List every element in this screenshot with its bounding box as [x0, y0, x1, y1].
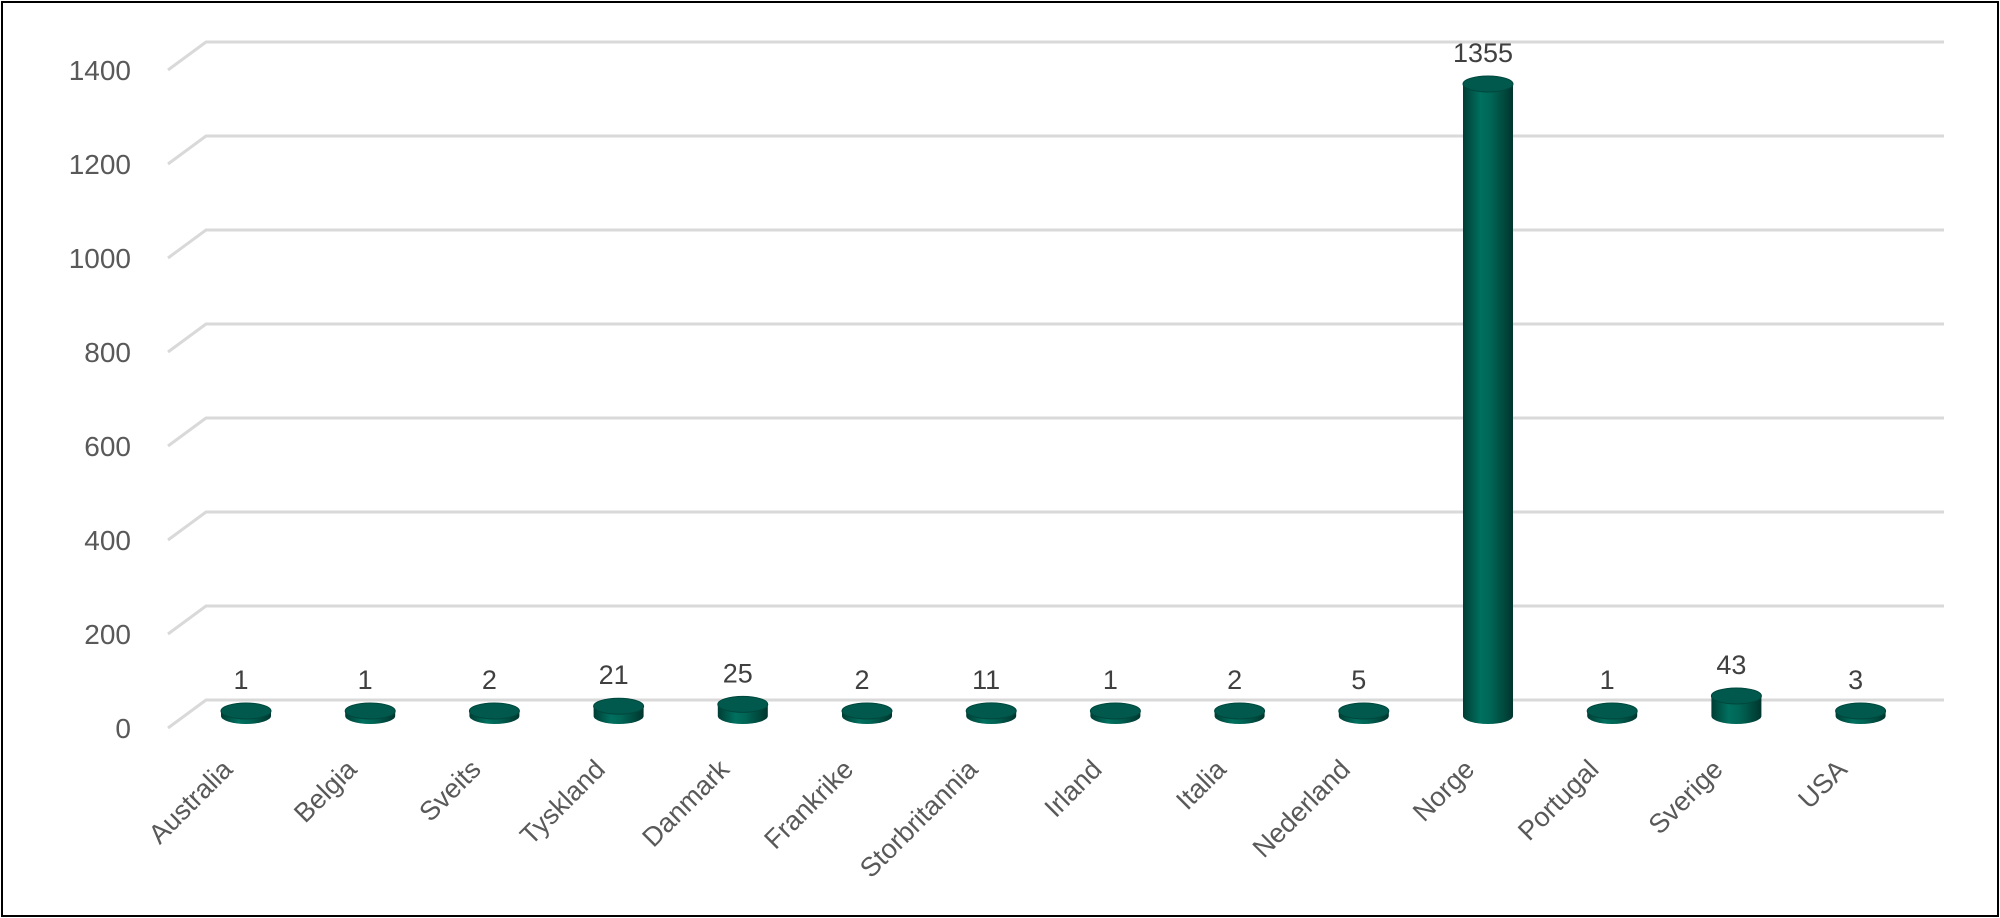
y-tick-label: 0 — [115, 713, 131, 744]
bar — [593, 697, 645, 724]
bar — [1089, 702, 1141, 724]
bar — [1710, 687, 1762, 724]
bar — [1586, 702, 1638, 724]
category-label: Tyskland — [514, 754, 611, 851]
y-tick-label: 600 — [84, 431, 131, 462]
bar-top — [1089, 702, 1141, 720]
data-label: 1 — [358, 665, 373, 695]
category-label: Storbritannia — [854, 753, 984, 883]
data-label: 1 — [1600, 665, 1615, 695]
data-label: 2 — [1227, 665, 1242, 695]
gridline — [167, 40, 1944, 72]
gridlines — [167, 40, 1944, 730]
data-label: 5 — [1351, 665, 1366, 695]
category-label: Irland — [1039, 754, 1108, 823]
data-label: 1 — [233, 665, 248, 695]
bar — [1214, 702, 1266, 724]
bars — [220, 75, 1887, 724]
data-label: 2 — [854, 665, 869, 695]
bar-top — [1586, 702, 1638, 720]
category-label: Sveits — [413, 754, 486, 827]
bar — [1338, 702, 1390, 724]
category-label: Danmark — [636, 754, 735, 853]
gridline — [167, 134, 1944, 166]
bar-top — [965, 702, 1017, 720]
data-label: 25 — [723, 658, 753, 688]
category-label: Belgia — [288, 753, 363, 828]
gridline — [167, 698, 1944, 730]
gridline — [167, 604, 1944, 636]
bar-top — [593, 697, 645, 715]
y-tick-label: 400 — [84, 525, 131, 556]
y-tick-label: 1400 — [69, 55, 131, 86]
data-label: 11 — [972, 665, 1000, 695]
y-axis-tick-labels: 0 200 400 600 800 1000 1200 1400 — [69, 55, 131, 744]
bar-top — [468, 702, 520, 720]
bar — [1462, 75, 1514, 724]
bar — [468, 702, 520, 724]
bar-top — [1710, 687, 1762, 705]
category-label: Portugal — [1512, 754, 1604, 846]
bar-top — [1462, 75, 1514, 93]
bar-top — [1214, 702, 1266, 720]
category-label: Sverige — [1643, 754, 1729, 840]
gridline — [167, 322, 1944, 354]
bar-top — [220, 702, 272, 720]
data-label: 2 — [482, 665, 497, 695]
category-label: Nederland — [1247, 754, 1356, 863]
bar-top — [1835, 702, 1887, 720]
y-tick-label: 800 — [84, 337, 131, 368]
x-axis-category-labels: Australia Belgia Sveits Tyskland Danmark Fran… — [143, 753, 1853, 883]
category-label: Italia — [1170, 753, 1232, 815]
bar — [965, 702, 1017, 724]
data-label: 1 — [1103, 665, 1118, 695]
gridline — [167, 416, 1944, 448]
bar — [344, 702, 396, 724]
data-label: 21 — [599, 660, 629, 690]
bar — [220, 702, 272, 724]
bar — [841, 702, 893, 724]
bar-top — [344, 702, 396, 720]
category-label: Australia — [143, 753, 239, 849]
bar — [717, 695, 769, 724]
data-label: 43 — [1716, 650, 1746, 680]
data-label: 1355 — [1453, 38, 1513, 68]
bar-top — [841, 702, 893, 720]
category-label: Frankrike — [758, 754, 859, 855]
data-label: 3 — [1848, 665, 1863, 695]
category-label: Norge — [1407, 754, 1480, 827]
bar-top — [717, 695, 769, 713]
y-tick-label: 1200 — [69, 149, 131, 180]
gridline — [167, 510, 1944, 542]
bar-top — [1338, 702, 1390, 720]
category-label: USA — [1792, 754, 1852, 814]
y-tick-label: 1000 — [69, 243, 131, 274]
gridline — [167, 228, 1944, 260]
y-tick-label: 200 — [84, 619, 131, 650]
bar-body — [1463, 84, 1513, 724]
bar — [1835, 702, 1887, 724]
